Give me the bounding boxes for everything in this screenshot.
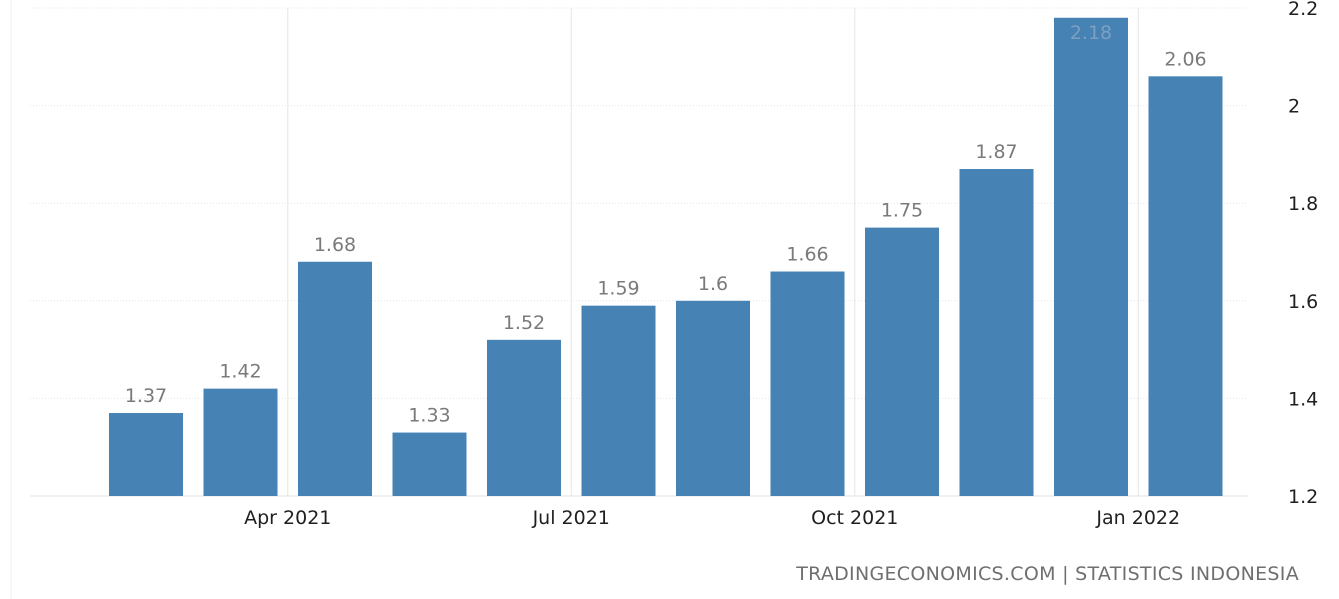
data-label: 1.37 — [125, 385, 167, 407]
bar — [298, 261, 372, 496]
data-labels: 1.37 1.42 1.68 1.33 1.52 1.59 1.6 1.66 1.75 1.87 2… — [125, 22, 1207, 427]
y-tick-label: 2.2 — [1288, 0, 1318, 20]
y-tick-label: 1.2 — [1288, 486, 1318, 508]
x-axis: Apr 2021 Jul 2021 Oct 2021 Jan 2022 — [244, 507, 1180, 529]
data-label: 1.66 — [786, 244, 828, 266]
y-tick-label: 1.6 — [1288, 291, 1318, 313]
bar — [770, 271, 845, 496]
x-tick-label: Jul 2021 — [532, 507, 610, 529]
y-tick-label: 2 — [1288, 96, 1300, 118]
bar — [109, 413, 183, 496]
bar — [959, 169, 1034, 497]
x-tick-label: Jan 2022 — [1095, 507, 1180, 529]
data-label: 1.33 — [408, 405, 450, 427]
y-tick-label: 1.4 — [1288, 388, 1318, 410]
data-label: 1.42 — [219, 361, 261, 383]
y-axis: 1.2 1.4 1.6 1.8 2 2.2 — [1288, 0, 1318, 508]
data-label: 1.75 — [881, 200, 923, 222]
bar — [581, 305, 656, 496]
x-tick-label: Apr 2021 — [244, 507, 331, 529]
data-label: 2.18 — [1070, 22, 1112, 44]
data-label: 1.52 — [503, 312, 545, 334]
bar — [203, 388, 278, 496]
data-label: 1.87 — [975, 141, 1017, 163]
bars — [109, 17, 1223, 497]
x-tick-label: Oct 2021 — [811, 507, 898, 529]
bar — [487, 339, 561, 496]
data-label: 1.59 — [597, 278, 639, 300]
source-credit: TRADINGECONOMICS.COM | STATISTICS INDONE… — [796, 563, 1299, 585]
bar — [392, 432, 467, 496]
data-label: 2.06 — [1164, 48, 1206, 70]
bar — [1148, 76, 1223, 496]
data-label: 1.68 — [314, 234, 356, 256]
bar — [865, 227, 939, 496]
y-tick-label: 1.8 — [1288, 193, 1318, 215]
data-label: 1.6 — [698, 273, 728, 295]
bar — [676, 300, 750, 496]
bar — [1054, 17, 1128, 496]
